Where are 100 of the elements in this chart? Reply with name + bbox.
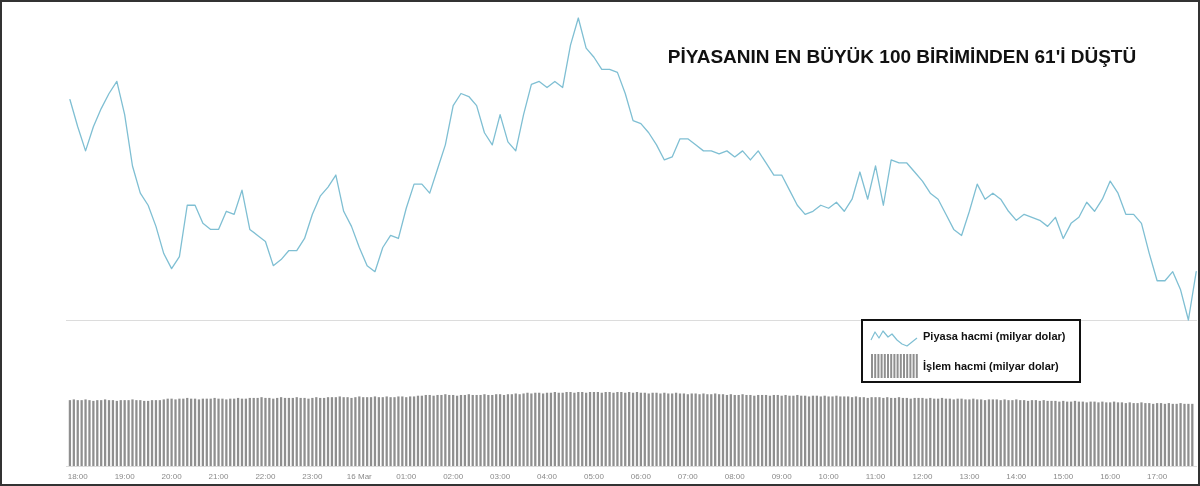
bar — [608, 392, 611, 466]
text: PİYASANIN EN BÜYÜK 100 BİRİMİNDEN 61'İ DÜŞTÜ — [667, 46, 1137, 67]
bar — [741, 394, 744, 466]
bar — [354, 397, 357, 466]
x-tick-label: 15:00 — [1053, 472, 1074, 481]
bar — [135, 400, 138, 466]
x-tick-label: 17:00 — [1147, 472, 1168, 481]
bar — [346, 397, 349, 466]
bar — [393, 397, 396, 466]
bar — [350, 397, 353, 466]
bar — [1179, 403, 1182, 466]
bar — [792, 395, 795, 466]
bar — [827, 396, 830, 466]
x-tick-label: 22:00 — [255, 472, 276, 481]
x-tick-label: 12:00 — [912, 472, 934, 481]
x-tick-label: 16 Mar — [346, 472, 373, 481]
bar — [526, 392, 529, 466]
bar — [921, 397, 924, 466]
bar — [960, 398, 963, 466]
x-tick-label: 14:00 — [1006, 472, 1027, 481]
bar — [127, 400, 130, 466]
x-tick-label: 01:00 — [396, 472, 417, 481]
x-tick-label: 06:00 — [630, 472, 652, 481]
bar — [1046, 400, 1049, 466]
bar — [612, 392, 615, 466]
bar — [835, 395, 838, 466]
x-tick-label: 09:00 — [771, 472, 793, 481]
x-tick-label: 16:00 — [1100, 472, 1121, 481]
bar — [479, 394, 482, 466]
bar — [522, 393, 525, 466]
x-tick-label: 20:00 — [161, 472, 183, 481]
bar — [565, 392, 568, 466]
x-tick-label: 08:00 — [724, 472, 746, 481]
bar — [1097, 402, 1100, 466]
bar — [131, 399, 134, 466]
x-tick-label: 02:00 — [443, 472, 464, 481]
bar — [221, 398, 224, 466]
bar — [784, 394, 787, 466]
bar — [706, 394, 709, 466]
bar — [174, 399, 177, 466]
bar — [831, 396, 834, 466]
bar — [659, 393, 662, 466]
bar — [1136, 403, 1139, 466]
bar — [170, 398, 173, 466]
x-tick-label: 10:00 — [818, 472, 840, 481]
bar — [1054, 400, 1057, 466]
bar — [745, 394, 748, 466]
x-tick-label: 07:00 — [677, 472, 699, 481]
bar — [870, 397, 873, 466]
x-tick-label: 05:00 — [583, 472, 605, 481]
bar — [264, 397, 267, 466]
bar — [1089, 401, 1092, 466]
bar — [1050, 400, 1053, 466]
bar — [217, 398, 220, 466]
bar — [968, 399, 971, 466]
bar — [702, 393, 705, 466]
bar — [440, 394, 443, 466]
bar — [256, 397, 259, 466]
bar — [1003, 399, 1006, 466]
bar — [1144, 403, 1147, 466]
bar — [311, 397, 314, 466]
x-tick-label: 21:00 — [208, 472, 230, 481]
bar — [432, 395, 435, 466]
x-tick-label: 04:00 — [537, 472, 558, 481]
bar — [389, 397, 392, 466]
bar — [88, 400, 91, 466]
legend-label: İşlem hacmi (milyar dolar) — [923, 359, 1060, 372]
bar — [698, 394, 701, 466]
bar — [397, 396, 400, 466]
bar — [651, 392, 654, 466]
bar — [303, 397, 306, 466]
bar — [1011, 400, 1014, 466]
bar — [616, 392, 619, 466]
x-tick-label: 19:00 — [114, 472, 136, 481]
bar — [1093, 401, 1096, 466]
bar — [178, 398, 181, 466]
bar — [530, 393, 533, 466]
bar — [569, 392, 572, 466]
x-tick-label: 03:00 — [490, 472, 511, 481]
bar — [917, 397, 920, 466]
bar — [1140, 402, 1143, 466]
bar — [878, 397, 881, 466]
bar — [307, 398, 310, 466]
bar — [874, 397, 877, 466]
bar — [1007, 400, 1010, 466]
bar — [92, 400, 95, 466]
x-tick-label: 11:00 — [865, 472, 886, 481]
bar — [436, 394, 439, 466]
bar — [213, 397, 216, 466]
bar — [1187, 403, 1190, 466]
bar — [1183, 403, 1186, 466]
bar — [483, 394, 486, 466]
bar — [749, 394, 752, 466]
x-tick-label: 18:00 — [67, 472, 89, 481]
x-tick-label: 23:00 — [302, 472, 323, 481]
bar — [84, 399, 87, 466]
bar — [655, 392, 658, 466]
bar — [475, 394, 478, 466]
legend-label: Piyasa hacmi (milyar dolar) — [923, 329, 1066, 342]
bar — [260, 397, 263, 466]
